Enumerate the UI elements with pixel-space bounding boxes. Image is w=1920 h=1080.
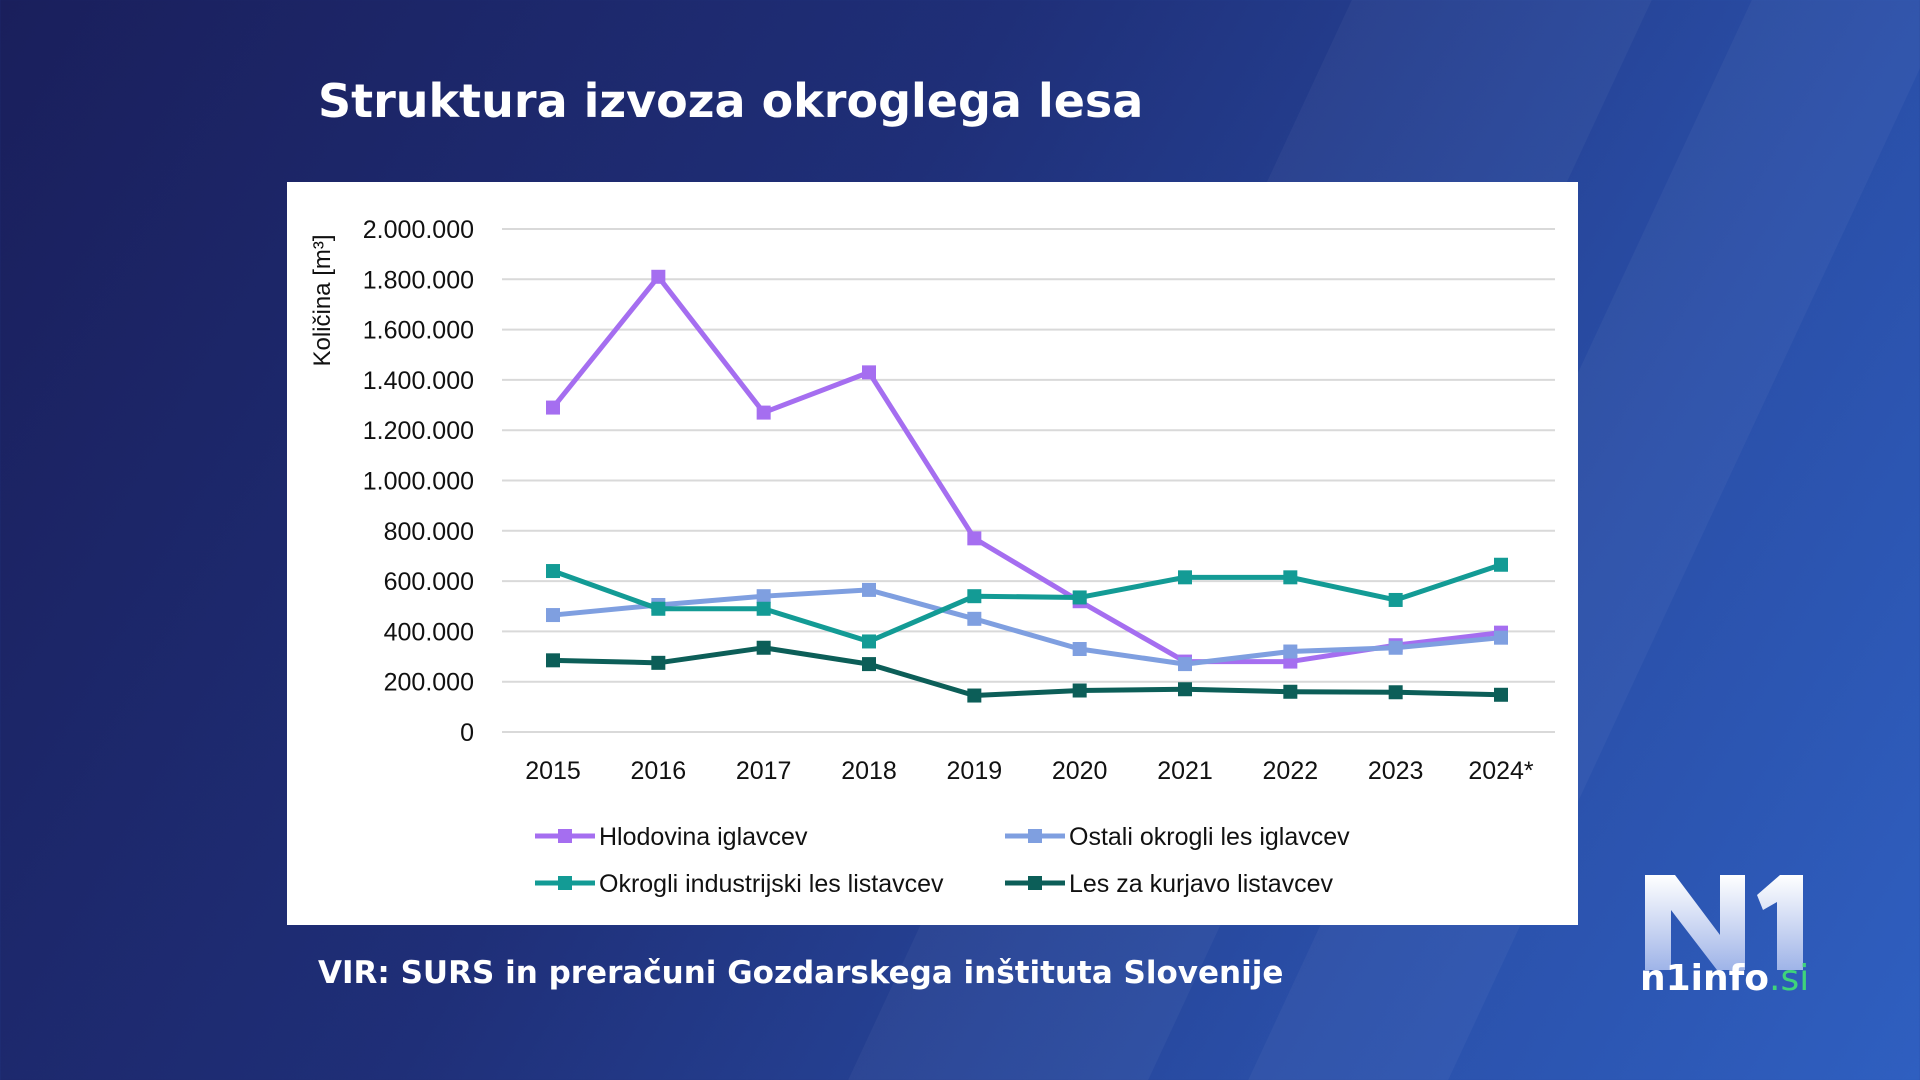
chart-panel: 0 200.000 400.000 600.000 800.000 1.000.000 1.…: [287, 182, 1578, 925]
x-tick-label: 2022: [1263, 757, 1319, 785]
source-caption: VIR: SURS in preračuni Gozdarskega inšti…: [318, 955, 1284, 991]
x-tick-label: 2018: [841, 757, 897, 785]
y-tick-label: 0: [460, 719, 474, 747]
data-point: [862, 365, 876, 380]
data-point: [756, 601, 771, 616]
logo-text: n1info.si: [1640, 958, 1810, 999]
data-point: [546, 608, 560, 623]
series-line: [552, 587, 1502, 667]
data-point: [1178, 682, 1192, 697]
data-point: [1388, 640, 1403, 655]
data-point: [1388, 685, 1403, 700]
data-point: [1283, 644, 1298, 659]
legend-swatch-marker: [1028, 876, 1042, 890]
x-tick-label: 2020: [1052, 757, 1108, 785]
data-point: [1178, 657, 1192, 672]
y-axis-label: Količina [m³]: [309, 234, 336, 366]
data-point: [1494, 557, 1508, 572]
x-tick-label: 2017: [736, 757, 792, 785]
data-point: [651, 269, 666, 284]
legend-label: Hlodovina iglavcev: [599, 823, 808, 851]
data-point: [756, 640, 771, 655]
data-point: [967, 688, 982, 703]
series-line: [552, 645, 1502, 699]
data-point: [756, 589, 771, 604]
y-tick-label: 800.000: [384, 518, 474, 546]
legend-swatch-marker: [558, 876, 572, 890]
data-point: [1388, 592, 1403, 607]
data-point: [546, 400, 560, 415]
line-chart: 0 200.000 400.000 600.000 800.000 1.000.000 1.…: [309, 216, 1555, 898]
x-tick-label: 2024*: [1468, 757, 1534, 785]
data-point: [967, 589, 982, 604]
series-line: [552, 562, 1502, 644]
legend-swatch-marker: [558, 829, 572, 843]
x-tick-label: 2019: [947, 757, 1003, 785]
y-tick-label: 2.000.000: [363, 216, 474, 244]
data-point: [1283, 684, 1298, 699]
legend-label: Okrogli industrijski les listavcev: [599, 870, 944, 898]
y-tick-label: 1.800.000: [363, 266, 474, 294]
y-tick-label: 1.200.000: [363, 417, 474, 445]
legend-swatch-marker: [1028, 829, 1042, 843]
y-tick-label: 200.000: [384, 669, 474, 697]
data-point: [546, 653, 560, 668]
x-tick-label: 2021: [1157, 757, 1213, 785]
data-point: [546, 564, 560, 579]
data-point: [1283, 570, 1298, 585]
x-tick-label: 2016: [631, 757, 687, 785]
n1-logo: [1645, 875, 1803, 970]
page-title: Struktura izvoza okroglega lesa: [318, 74, 1144, 128]
data-point: [1072, 590, 1087, 605]
data-point: [756, 405, 771, 420]
data-point: [651, 655, 666, 670]
y-tick-label: 400.000: [384, 618, 474, 646]
x-tick-label: 2023: [1368, 757, 1424, 785]
data-point: [1072, 642, 1087, 657]
data-point: [967, 531, 982, 546]
data-point: [1178, 570, 1192, 585]
y-tick-label: 600.000: [384, 568, 474, 596]
data-point: [967, 611, 982, 626]
legend-label: Les za kurjavo listavcev: [1069, 870, 1334, 898]
data-point: [1072, 683, 1087, 698]
y-tick-label: 1.400.000: [363, 367, 474, 395]
series-line: [551, 274, 1502, 665]
y-tick-label: 1.000.000: [363, 468, 474, 496]
data-point: [862, 657, 876, 672]
data-point: [862, 634, 876, 649]
x-tick-label: 2015: [525, 757, 581, 785]
data-point: [1494, 630, 1508, 645]
data-point: [1494, 687, 1508, 702]
legend-label: Ostali okrogli les iglavcev: [1069, 823, 1350, 851]
data-point: [862, 582, 876, 597]
y-tick-label: 1.600.000: [363, 317, 474, 345]
data-point: [651, 601, 666, 616]
